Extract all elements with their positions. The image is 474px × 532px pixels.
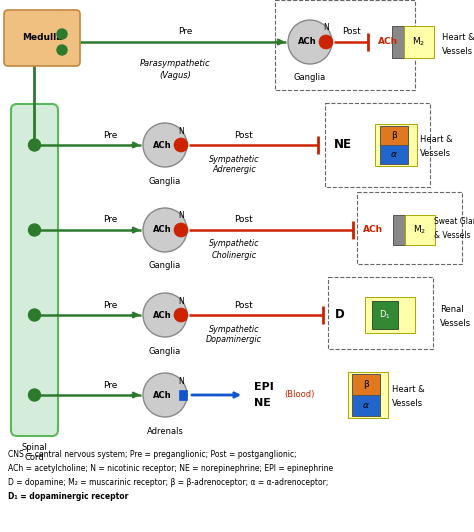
Text: Medulla: Medulla: [22, 34, 62, 43]
Text: CNS = central nervous system; Pre = preganglionic; Post = postganglionic;: CNS = central nervous system; Pre = preg…: [8, 450, 297, 459]
Text: Renal: Renal: [440, 304, 464, 313]
Text: α: α: [391, 150, 397, 159]
Text: Post: Post: [235, 301, 254, 310]
Text: (Blood): (Blood): [284, 390, 314, 400]
Circle shape: [143, 293, 187, 337]
Text: ACh = acetylcholine; N = nicotinic receptor; NE = norepinephrine; EPI = epinephr: ACh = acetylcholine; N = nicotinic recep…: [8, 464, 333, 473]
Text: N: N: [178, 296, 184, 305]
Text: Sympathetic: Sympathetic: [209, 154, 259, 163]
Circle shape: [143, 373, 187, 417]
Text: NE: NE: [334, 138, 352, 152]
Text: Ganglia: Ganglia: [149, 262, 181, 270]
Text: N: N: [178, 127, 184, 136]
Text: D$_1$: D$_1$: [379, 309, 391, 321]
Circle shape: [57, 45, 67, 55]
Circle shape: [174, 223, 188, 237]
Circle shape: [174, 138, 188, 152]
Bar: [357, 192, 462, 264]
Text: β: β: [391, 131, 397, 140]
Text: Ganglia: Ganglia: [149, 177, 181, 186]
Text: Vessels: Vessels: [442, 46, 473, 55]
FancyBboxPatch shape: [4, 10, 80, 66]
Bar: [404, 26, 434, 58]
Circle shape: [288, 20, 332, 64]
Bar: [352, 374, 380, 395]
Bar: [348, 372, 388, 418]
Text: Ganglia: Ganglia: [149, 346, 181, 355]
Text: Pre: Pre: [178, 28, 192, 37]
Circle shape: [28, 139, 40, 151]
Text: Vessels: Vessels: [440, 319, 471, 328]
Text: Pre: Pre: [103, 380, 117, 389]
Bar: [275, 0, 415, 90]
Text: D₁ = dopaminergic receptor: D₁ = dopaminergic receptor: [8, 492, 128, 501]
Circle shape: [174, 308, 188, 322]
Text: α: α: [363, 401, 369, 410]
Text: Dopaminergic: Dopaminergic: [206, 336, 262, 345]
Text: D = dopamine; M₂ = muscarinic receptor; β = β-adrenoceptor; α = α-adrenoceptor;: D = dopamine; M₂ = muscarinic receptor; …: [8, 478, 328, 487]
Text: Pre: Pre: [103, 301, 117, 310]
Text: Heart &: Heart &: [392, 385, 425, 394]
Bar: [372, 301, 398, 329]
Text: Spinal: Spinal: [21, 443, 47, 452]
Bar: [179, 390, 187, 400]
Text: M$_2$: M$_2$: [412, 36, 426, 48]
Text: Parasympathetic: Parasympathetic: [140, 60, 210, 69]
Circle shape: [143, 208, 187, 252]
Text: Vessels: Vessels: [392, 398, 423, 408]
Text: ACh: ACh: [153, 311, 171, 320]
Text: Sweat Glands: Sweat Glands: [434, 218, 474, 227]
Text: Cholinergic: Cholinergic: [211, 251, 256, 260]
Text: & Vessels: & Vessels: [434, 231, 471, 240]
Text: Vessels: Vessels: [420, 148, 451, 157]
Text: Ganglia: Ganglia: [294, 73, 326, 82]
Text: D: D: [335, 309, 345, 321]
Text: Post: Post: [235, 215, 254, 225]
Text: Post: Post: [235, 130, 254, 139]
Text: N: N: [178, 377, 184, 386]
Bar: [405, 215, 435, 245]
Bar: [393, 215, 405, 245]
Bar: [328, 277, 433, 349]
Bar: [352, 395, 380, 416]
Text: Post: Post: [343, 28, 361, 37]
Text: Heart &: Heart &: [442, 32, 474, 41]
Bar: [375, 124, 417, 166]
Bar: [392, 26, 434, 58]
Text: ACh: ACh: [363, 226, 383, 235]
Text: N: N: [323, 23, 329, 32]
Text: Adrenergic: Adrenergic: [212, 165, 256, 174]
Text: Pre: Pre: [103, 215, 117, 225]
Text: Adrenals: Adrenals: [146, 427, 183, 436]
Bar: [365, 297, 415, 333]
Bar: [380, 126, 408, 145]
Text: (Vagus): (Vagus): [159, 71, 191, 79]
Text: β: β: [363, 380, 369, 389]
Circle shape: [28, 309, 40, 321]
Text: NE: NE: [254, 398, 271, 408]
Circle shape: [57, 29, 67, 39]
Text: N: N: [178, 212, 184, 220]
Text: ACh: ACh: [298, 37, 316, 46]
Text: Sympathetic: Sympathetic: [209, 325, 259, 334]
Bar: [325, 103, 430, 187]
Text: Sympathetic: Sympathetic: [209, 239, 259, 248]
Circle shape: [28, 224, 40, 236]
Text: Pre: Pre: [103, 130, 117, 139]
Bar: [380, 145, 408, 164]
Text: Heart &: Heart &: [420, 135, 453, 144]
Text: ACh: ACh: [153, 140, 171, 149]
Circle shape: [319, 35, 333, 49]
Text: ACh: ACh: [153, 226, 171, 235]
Text: EPI: EPI: [254, 382, 274, 392]
Text: ACh: ACh: [378, 37, 398, 46]
Circle shape: [28, 389, 40, 401]
FancyBboxPatch shape: [11, 104, 58, 436]
Circle shape: [143, 123, 187, 167]
Bar: [392, 26, 404, 58]
Text: ACh: ACh: [153, 390, 171, 400]
Text: M$_2$: M$_2$: [413, 224, 427, 236]
Text: Cord: Cord: [25, 453, 45, 462]
